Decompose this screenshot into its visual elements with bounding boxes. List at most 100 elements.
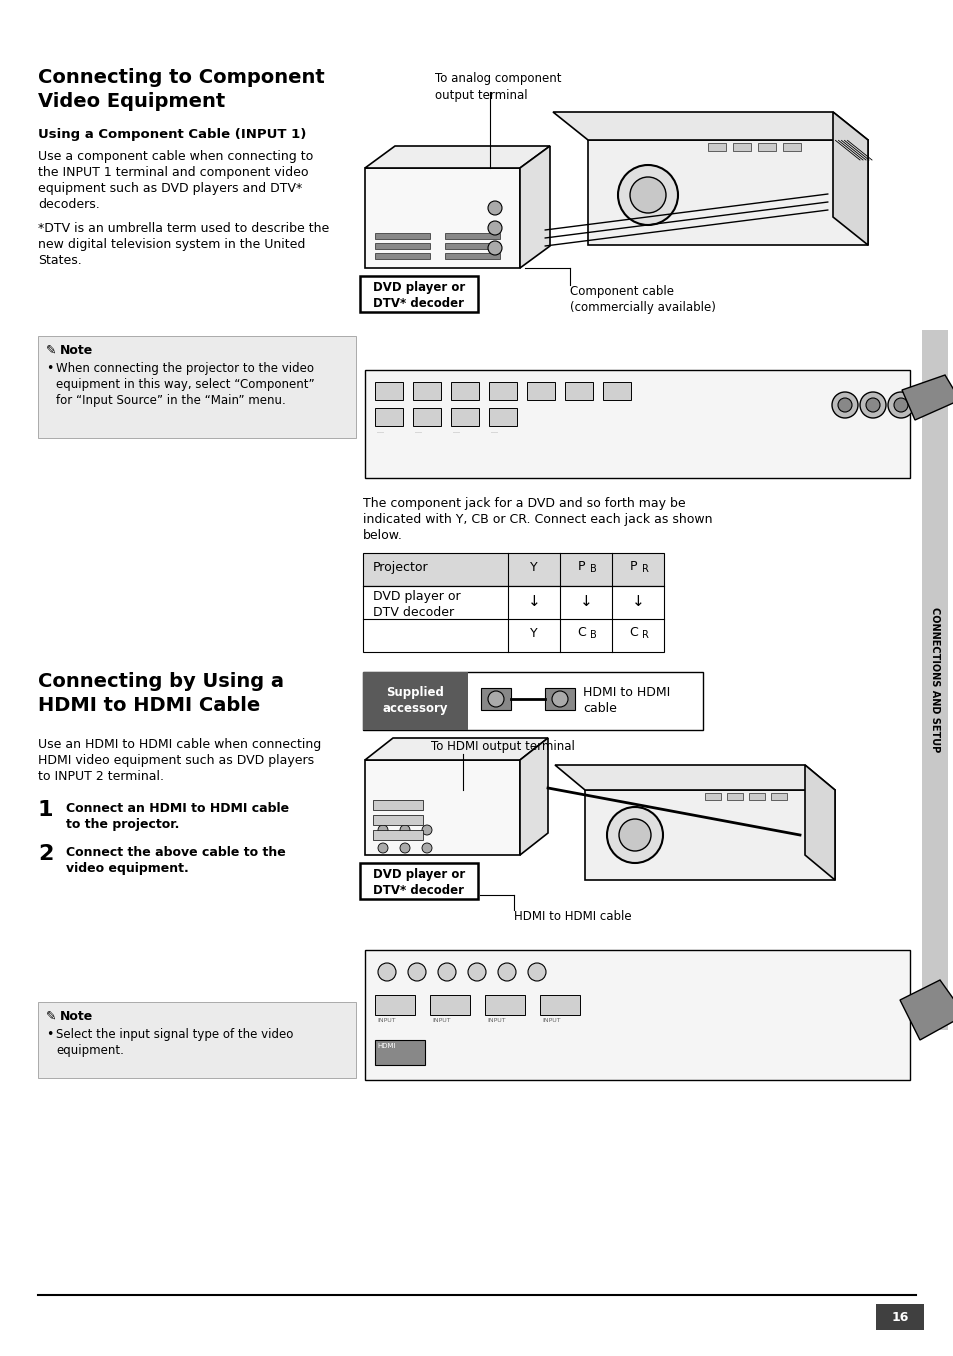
Text: ↓: ↓ (631, 594, 643, 609)
Bar (480, 687, 511, 711)
Text: 16: 16 (890, 1311, 908, 1323)
Bar (365, 951, 909, 1079)
Text: INPUT: INPUT (541, 1018, 560, 1022)
Bar (430, 995, 470, 1016)
Circle shape (377, 843, 388, 853)
Text: equipment in this way, select “Component”: equipment in this way, select “Component… (56, 378, 314, 391)
Text: equipment such as DVD players and DTV*: equipment such as DVD players and DTV* (38, 182, 302, 195)
Polygon shape (519, 738, 547, 856)
Polygon shape (365, 759, 519, 856)
Text: CONNECTIONS AND SETUP: CONNECTIONS AND SETUP (929, 607, 939, 753)
Polygon shape (365, 146, 550, 168)
Circle shape (552, 692, 567, 706)
Text: ✎: ✎ (46, 1010, 56, 1022)
Bar (704, 793, 720, 800)
Bar (413, 382, 440, 400)
Text: INPUT: INPUT (376, 1018, 395, 1022)
Text: C: C (577, 626, 586, 639)
Text: R: R (641, 631, 648, 640)
Bar (875, 1304, 923, 1330)
Bar (363, 673, 468, 730)
Text: ↓: ↓ (579, 594, 592, 609)
Text: ----: ---- (415, 430, 422, 435)
Text: below.: below. (363, 529, 402, 542)
Text: indicated with Y, CB or CR. Connect each jack as shown: indicated with Y, CB or CR. Connect each… (363, 513, 712, 526)
Text: Note: Note (60, 1010, 93, 1022)
Text: P: P (578, 560, 585, 574)
Bar (444, 254, 499, 259)
Text: Supplied
accessory: Supplied accessory (382, 686, 447, 715)
Bar (375, 995, 415, 1016)
Circle shape (527, 963, 545, 980)
Bar (451, 408, 478, 426)
Text: decoders.: decoders. (38, 198, 100, 212)
Text: •: • (46, 362, 53, 376)
Bar (564, 382, 593, 400)
Circle shape (377, 963, 395, 980)
Polygon shape (832, 113, 867, 245)
Text: DVD player or
DTV* decoder: DVD player or DTV* decoder (373, 868, 465, 898)
Text: Connect the above cable to the: Connect the above cable to the (66, 846, 286, 858)
Text: HDMI to HDMI cable: HDMI to HDMI cable (514, 910, 631, 923)
Text: equipment.: equipment. (56, 1044, 124, 1056)
Text: Component cable
(commercially available): Component cable (commercially available) (569, 285, 715, 315)
Text: Use a component cable when connecting to: Use a component cable when connecting to (38, 151, 313, 163)
Circle shape (408, 963, 426, 980)
Bar (375, 1040, 424, 1064)
Bar (373, 815, 422, 824)
Bar (544, 687, 575, 711)
Bar (758, 142, 775, 151)
Text: *DTV is an umbrella term used to describe the: *DTV is an umbrella term used to describ… (38, 222, 329, 235)
Text: C: C (629, 626, 638, 639)
Bar (38, 336, 355, 438)
Text: 2: 2 (38, 843, 53, 864)
Circle shape (421, 843, 432, 853)
Circle shape (618, 819, 650, 852)
Text: Note: Note (60, 344, 93, 357)
Text: Select the input signal type of the video: Select the input signal type of the vide… (56, 1028, 294, 1041)
Text: INPUT: INPUT (486, 1018, 505, 1022)
Bar (707, 142, 725, 151)
Bar (375, 408, 402, 426)
Circle shape (488, 241, 501, 255)
Circle shape (865, 399, 879, 412)
Text: To HDMI output terminal: To HDMI output terminal (431, 740, 575, 753)
Bar (602, 382, 630, 400)
Polygon shape (804, 765, 834, 880)
Circle shape (859, 392, 885, 418)
Text: Y: Y (530, 561, 537, 574)
Circle shape (831, 392, 857, 418)
Bar (363, 673, 702, 730)
Text: Using a Component Cable (INPUT 1): Using a Component Cable (INPUT 1) (38, 127, 306, 141)
Circle shape (399, 843, 410, 853)
Circle shape (629, 178, 665, 213)
Polygon shape (901, 376, 953, 420)
Polygon shape (584, 791, 834, 880)
Text: B: B (589, 564, 597, 574)
Text: ----: ---- (491, 430, 498, 435)
Bar (373, 800, 422, 810)
Text: Video Equipment: Video Equipment (38, 92, 225, 111)
Text: HDMI: HDMI (376, 1043, 395, 1050)
Bar (365, 370, 909, 479)
Circle shape (377, 824, 388, 835)
Text: Connecting to Component: Connecting to Component (38, 68, 324, 87)
Text: HDMI to HDMI Cable: HDMI to HDMI Cable (38, 696, 260, 715)
Circle shape (399, 824, 410, 835)
Circle shape (618, 165, 678, 225)
Bar (375, 254, 430, 259)
Bar (539, 995, 579, 1016)
Bar (444, 233, 499, 239)
Text: Projector: Projector (373, 561, 428, 574)
Text: B: B (589, 631, 597, 640)
Text: States.: States. (38, 254, 82, 267)
Polygon shape (587, 140, 867, 245)
Bar (375, 243, 430, 250)
Text: R: R (641, 564, 648, 574)
Bar (489, 408, 517, 426)
Text: HDMI video equipment such as DVD players: HDMI video equipment such as DVD players (38, 754, 314, 767)
Text: ↓: ↓ (527, 594, 539, 609)
Text: Y: Y (530, 626, 537, 640)
Text: for “Input Source” in the “Main” menu.: for “Input Source” in the “Main” menu. (56, 395, 286, 407)
Bar (375, 382, 402, 400)
